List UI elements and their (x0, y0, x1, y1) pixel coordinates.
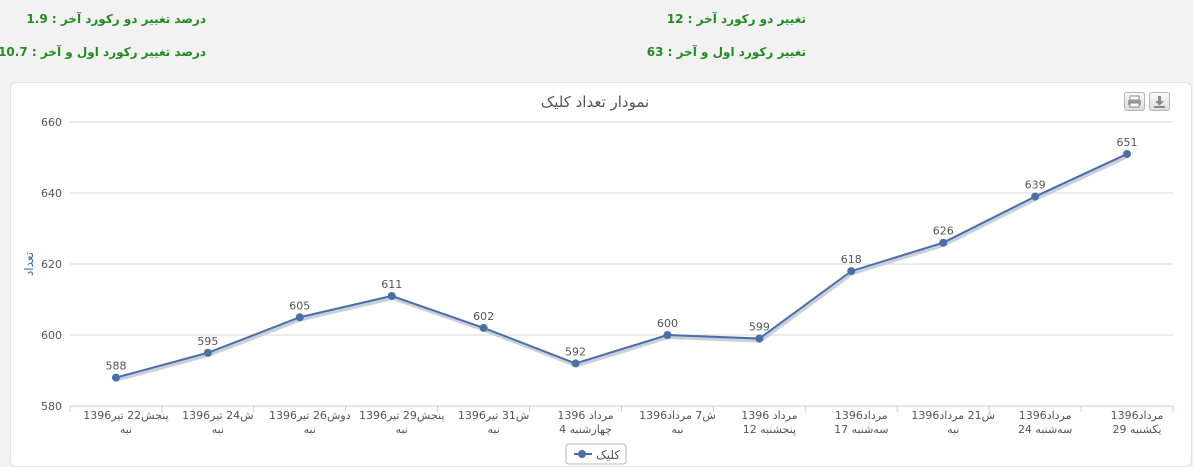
x-tick-label: مرداد1396 یکشنبه 29 (1111, 409, 1164, 436)
data-label: 639 (1025, 179, 1046, 192)
chart-title: نمودار تعداد کلیک (541, 93, 649, 111)
x-tick-label: دوش26 تیر1396 نبه (269, 409, 351, 436)
data-point (479, 323, 488, 332)
print-button[interactable] (1124, 92, 1145, 111)
y-tick-label: 640 (41, 187, 62, 200)
export-button[interactable] (1149, 92, 1170, 111)
data-point (663, 331, 672, 339)
x-tick-label: مرداد1396 سه‌شنبه 17 (834, 409, 888, 436)
y-tick-label: 600 (41, 329, 62, 342)
x-tick-label: پنجش29 تیر1396 نبه (359, 409, 444, 436)
data-label: 611 (381, 278, 402, 291)
x-tick-label: مرداد 1396 پنجشنبه 12 (741, 409, 797, 436)
data-label: 595 (197, 335, 218, 348)
y-tick-label: 660 (41, 116, 62, 129)
x-tick-label: مرداد1396 سه‌شنبه 24 (1018, 409, 1072, 436)
x-tick-label: پنجش22 تیر1396 نبه (83, 409, 168, 436)
data-label: 592 (565, 345, 586, 358)
stat-change-first-last-pct: درصد تغییر رکورد اول و آخر : 10.7 (0, 45, 206, 59)
legend-marker (578, 450, 586, 458)
x-tick-label: مرداد 1396 چهارشنبه 4 (557, 409, 613, 436)
y-axis-label: تعداد (22, 252, 36, 276)
data-label: 599 (749, 321, 770, 334)
data-point (755, 334, 764, 343)
data-label: 651 (1117, 136, 1138, 149)
data-point (1031, 192, 1040, 201)
data-label: 605 (289, 299, 310, 312)
data-label: 618 (841, 253, 862, 266)
stat-change-last-two-pct: درصد تغییر دو رکورد آخر : 1.9 (26, 12, 206, 26)
y-tick-label: 580 (41, 400, 62, 413)
chart-panel (10, 82, 1192, 467)
download-icon (1154, 96, 1165, 108)
data-point (571, 359, 580, 368)
data-label: 626 (933, 225, 954, 238)
x-tick-label: ش7 مرداد1396 نبه (639, 409, 716, 436)
data-point (847, 267, 856, 276)
legend-box (565, 443, 627, 465)
data-point (203, 348, 212, 357)
stat-change-first-last: تغییر رکورد اول و آخر : 63 (646, 45, 806, 59)
data-point (295, 313, 304, 322)
x-tick-label: ش24 تیر1396 نبه (182, 409, 253, 436)
data-point (111, 373, 120, 382)
legend-label: کلیک (596, 448, 620, 462)
data-point (1123, 149, 1132, 158)
data-label: 588 (105, 360, 126, 373)
printer-icon (1128, 95, 1141, 108)
series-line (115, 153, 1128, 379)
x-tick-label: ش21 مرداد1396 نبه (911, 409, 995, 436)
data-point (387, 291, 396, 300)
data-label: 602 (473, 310, 494, 323)
x-tick-label: ش31 تیر1396 نبه (458, 409, 529, 436)
data-label: 600 (657, 317, 678, 330)
data-point (939, 238, 948, 247)
y-tick-label: 620 (41, 258, 62, 271)
series-shadow (116, 154, 1129, 382)
stat-change-last-two: تغییر دو رکورد آخر : 12 (666, 12, 806, 26)
